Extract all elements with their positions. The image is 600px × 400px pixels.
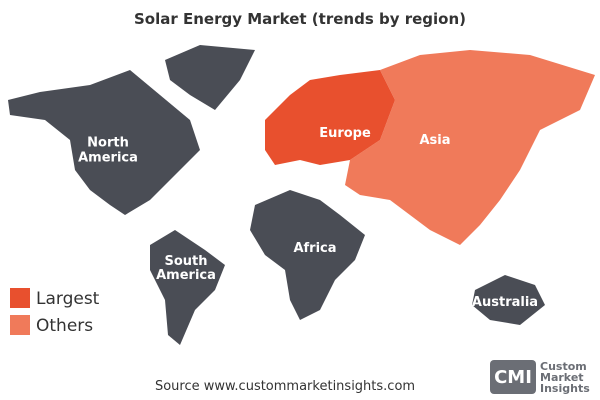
legend-swatch bbox=[10, 315, 30, 335]
australia bbox=[472, 275, 545, 325]
legend-label: Largest bbox=[36, 289, 100, 309]
logo-text: Market bbox=[540, 371, 584, 384]
legend-swatch bbox=[10, 288, 30, 308]
south-america bbox=[150, 230, 225, 345]
africa bbox=[250, 190, 365, 320]
logo-mark: CMI bbox=[494, 367, 532, 388]
legend-label: Others bbox=[36, 316, 93, 336]
region-label: America bbox=[156, 268, 216, 283]
region-label: America bbox=[78, 151, 138, 166]
region-label: Europe bbox=[319, 126, 371, 141]
region-label: Australia bbox=[472, 295, 538, 310]
logo-box bbox=[490, 360, 536, 394]
europe bbox=[265, 70, 395, 165]
region-label: South bbox=[164, 254, 207, 269]
source: Source www.custommarketinsights.com bbox=[155, 379, 415, 394]
region-label: Africa bbox=[293, 241, 336, 256]
title: Solar Energy Market (trends by region) bbox=[134, 10, 466, 28]
region-label: Asia bbox=[419, 133, 450, 148]
logo-text: Custom bbox=[540, 360, 587, 373]
greenland bbox=[165, 45, 255, 110]
north-america bbox=[8, 70, 200, 215]
region-label: North bbox=[87, 136, 129, 151]
asia bbox=[345, 50, 595, 245]
logo-text: Insights bbox=[540, 382, 590, 395]
